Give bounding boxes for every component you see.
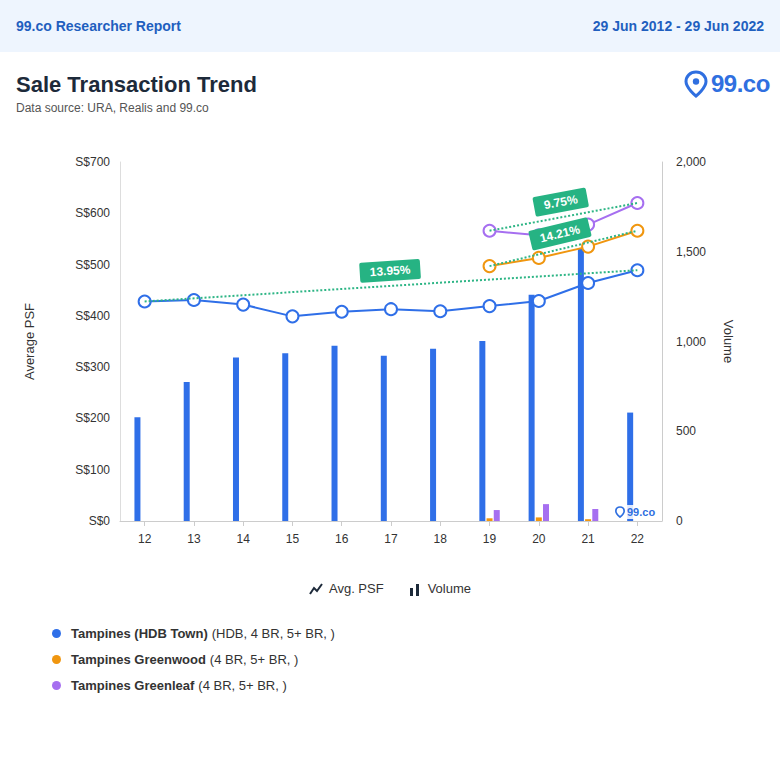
html-text:Tampines Greenwood (4 BR, 5+ B: Tampines Greenwood (4 BR, 5+ BR, )	[71, 651, 299, 667]
svg-text:S$700: S$700	[75, 155, 110, 169]
svg-text:20: 20	[532, 532, 546, 546]
svg-text:Average PSF: Average PSF	[22, 303, 37, 380]
svg-text:13.95%: 13.95%	[369, 263, 411, 280]
svg-text:0: 0	[676, 514, 683, 528]
svg-text:13: 13	[187, 532, 201, 546]
svg-text:1,500: 1,500	[676, 245, 706, 259]
svg-text:22: 22	[631, 532, 645, 546]
svg-text:14.21%: 14.21%	[539, 222, 582, 245]
html-text:99.co: 99.co	[627, 506, 656, 518]
html-text:Sale Transaction Trend: Sale Transaction Trend	[16, 72, 257, 97]
svg-text:9.75%: 9.75%	[543, 192, 579, 212]
svg-text:2,000: 2,000	[676, 155, 706, 169]
svg-text:16: 16	[335, 532, 349, 546]
svg-text:19: 19	[483, 532, 497, 546]
svg-text:17: 17	[384, 532, 398, 546]
svg-text:21: 21	[581, 532, 595, 546]
html-text:Volume: Volume	[427, 581, 471, 596]
svg-text:S$300: S$300	[75, 360, 110, 374]
svg-text:S$500: S$500	[75, 258, 110, 272]
html-text:Data source: URA, Realis and 9: Data source: URA, Realis and 99.co	[16, 101, 209, 115]
html-text:Avg. PSF: Avg. PSF	[329, 581, 384, 596]
svg-text:14: 14	[237, 532, 251, 546]
html-text:Tampines (HDB Town) (HDB, 4 BR: Tampines (HDB Town) (HDB, 4 BR, 5+ BR, )	[71, 625, 335, 641]
svg-text:S$0: S$0	[89, 514, 111, 528]
html-text:99.co: 99.co	[711, 70, 770, 97]
svg-text:S$200: S$200	[75, 411, 110, 425]
html-text:Tampines Greenleaf (4 BR, 5+ B: Tampines Greenleaf (4 BR, 5+ BR, )	[71, 677, 287, 693]
svg-text:1,000: 1,000	[676, 335, 706, 349]
svg-text:15: 15	[286, 532, 300, 546]
svg-text:S$400: S$400	[75, 309, 110, 323]
svg-text:500: 500	[676, 424, 696, 438]
svg-text:S$100: S$100	[75, 463, 110, 477]
html-text:99.co Researcher Report: 99.co Researcher Report	[16, 18, 181, 34]
svg-text:12: 12	[138, 532, 152, 546]
svg-text:18: 18	[434, 532, 448, 546]
html-text:29 Jun 2012 - 29 Jun 2022: 29 Jun 2012 - 29 Jun 2022	[592, 18, 764, 34]
svg-text:S$600: S$600	[75, 206, 110, 220]
svg-text:Volume: Volume	[721, 320, 736, 363]
